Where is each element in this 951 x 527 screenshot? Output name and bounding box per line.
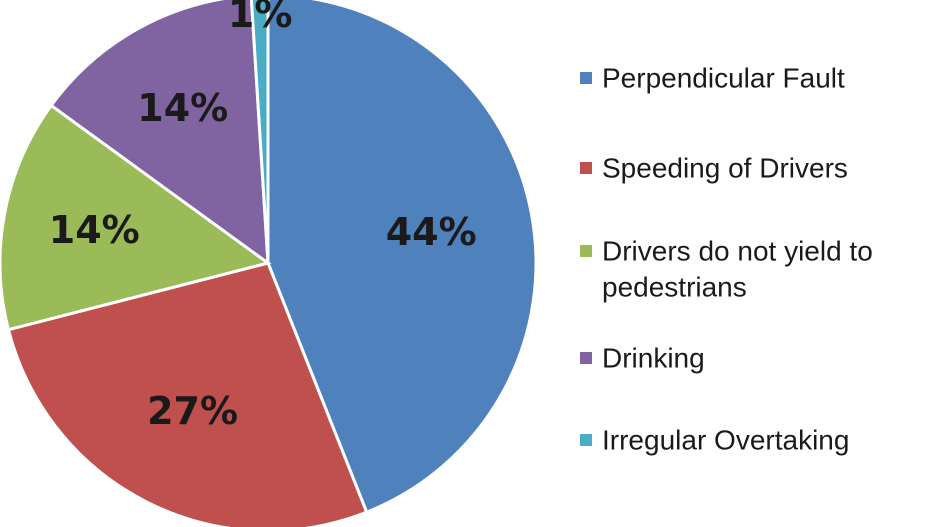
slice-label-0: 44% — [386, 210, 477, 254]
slice-label-2: 14% — [49, 208, 140, 252]
legend-swatch-1 — [580, 162, 592, 174]
slice-label-1: 27% — [147, 389, 238, 433]
legend: Perpendicular Fault Speeding of Drivers Dr… — [580, 63, 873, 456]
slice-label-3: 14% — [137, 86, 228, 130]
legend-label-0: Perpendicular Fault — [602, 63, 845, 94]
pie-slice-1 — [6, 261, 369, 527]
legend-swatch-4 — [580, 434, 592, 446]
pie-slice-4 — [249, 0, 270, 264]
legend-label-1: Speeding of Drivers — [602, 153, 848, 184]
legend-label-3: Drinking — [602, 343, 705, 374]
slice-label-4: 1% — [228, 0, 293, 36]
pie-slice-3 — [49, 0, 270, 267]
legend-label-2-line-1: pedestrians — [602, 272, 747, 303]
pie-slice-0 — [266, 0, 538, 515]
legend-label-2-line-0: Drivers do not yield to — [602, 236, 873, 267]
pie-data-labels: 44% 27% 14% 14% 1% — [49, 0, 477, 433]
legend-swatch-3 — [580, 352, 592, 364]
legend-swatch-0 — [580, 72, 592, 84]
pie-slice-2 — [0, 103, 272, 332]
legend-swatch-2 — [580, 245, 592, 257]
legend-label-4: Irregular Overtaking — [602, 425, 849, 456]
pie-slices — [0, 0, 538, 527]
